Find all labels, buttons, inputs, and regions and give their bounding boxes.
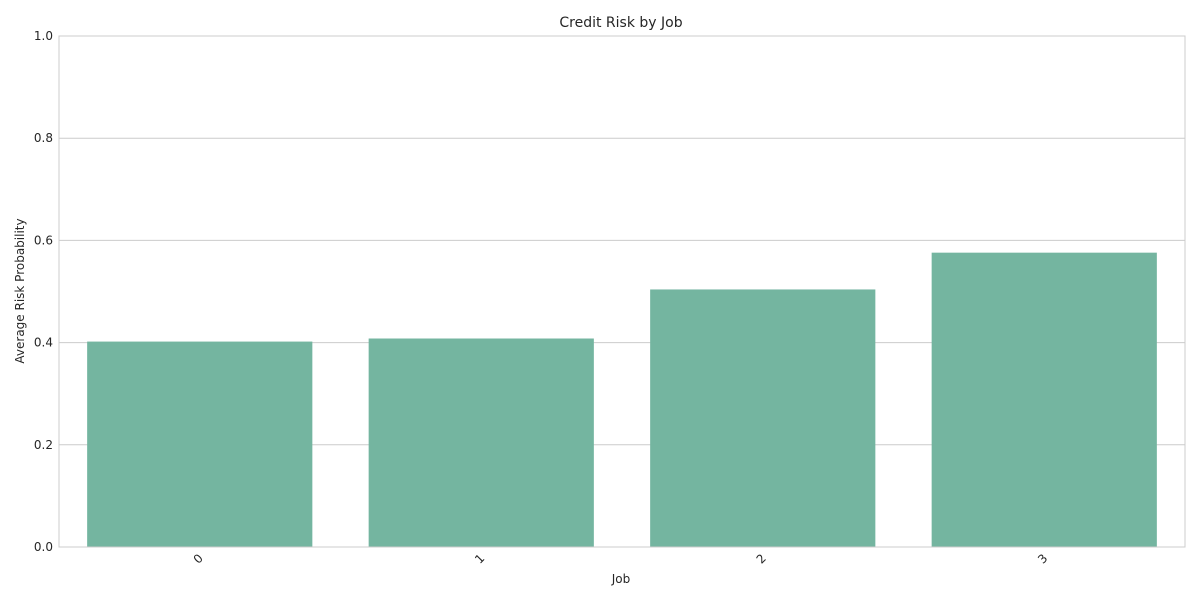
bars	[87, 252, 1157, 547]
bar	[87, 341, 313, 547]
bar	[931, 252, 1157, 547]
x-tick-label: 2	[754, 551, 769, 566]
chart-title: Credit Risk by Job	[559, 15, 682, 31]
y-tick-label: 1.0	[34, 29, 53, 43]
bar	[650, 289, 876, 547]
y-tick-label: 0.6	[34, 233, 53, 247]
x-tick-label: 0	[191, 551, 206, 566]
y-tick-label: 0.2	[34, 438, 53, 452]
plot-frame	[58, 35, 1186, 548]
x-tick-label: 1	[472, 551, 487, 566]
y-tick-label: 0.0	[34, 540, 53, 554]
y-tick-labels: 0.0 0.2 0.4 0.6 0.8 1.0	[34, 29, 53, 554]
x-axis-label: Job	[611, 572, 631, 586]
x-tick-label: 3	[1035, 551, 1050, 566]
x-tick-labels: 0 1 2 3	[191, 551, 1051, 566]
bar	[368, 338, 594, 547]
y-tick-label: 0.8	[34, 131, 53, 145]
y-axis-label: Average Risk Probability	[13, 218, 27, 363]
y-tick-label: 0.4	[34, 336, 53, 350]
